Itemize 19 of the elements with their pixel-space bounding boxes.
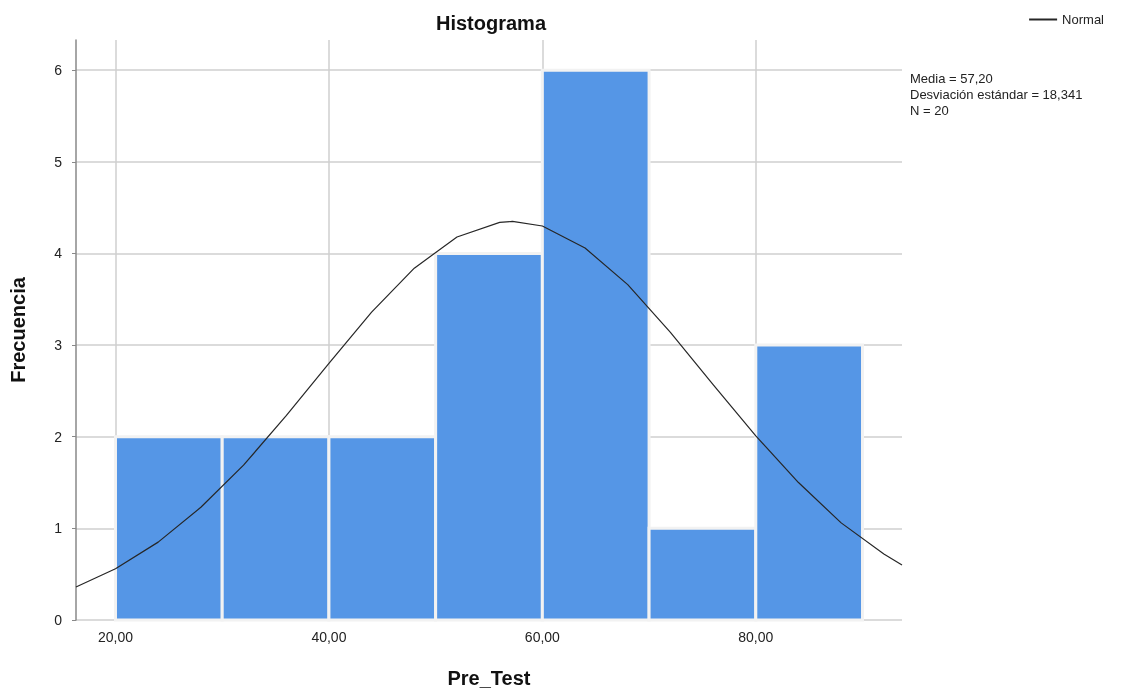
chart-title: Histograma [435, 12, 547, 34]
y-tick-label: 1 [54, 520, 63, 537]
x-tick-label: 60,00 [524, 629, 561, 645]
text: N = 20 [910, 103, 949, 118]
text: Media = 57,20 [910, 71, 993, 86]
y-tick-label: 3 [54, 337, 63, 354]
text: Desviación estándar = 18,341 [910, 87, 1083, 102]
x-tick-label: 20,00 [97, 629, 134, 645]
x-tick-label: 80,00 [738, 629, 774, 645]
line-series [75, 220, 903, 588]
x-axis-title: Pre_Test [447, 667, 531, 689]
x-tick-label: 40,00 [311, 629, 347, 645]
y-tick-label: 5 [54, 153, 63, 170]
y-tick-label: 0 [54, 612, 63, 628]
y-tick-label: 4 [54, 245, 63, 262]
y-axis-title: Frecuencia [7, 276, 29, 383]
y-tick-label: 2 [54, 428, 63, 445]
legend-label: Normal [1062, 12, 1105, 27]
y-tick-label: 6 [54, 62, 63, 79]
